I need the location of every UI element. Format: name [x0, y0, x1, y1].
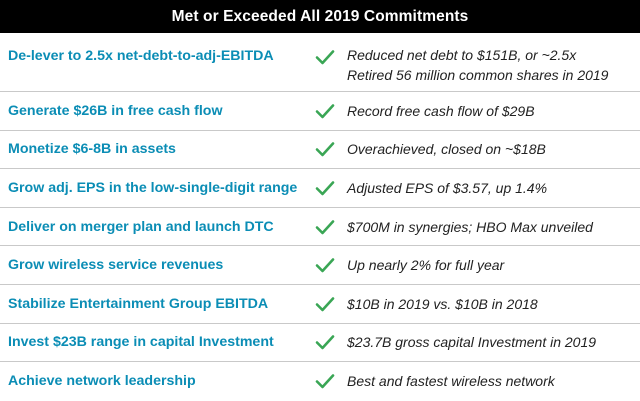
commitment-row: Grow wireless service revenues Up nearly …	[0, 246, 640, 285]
result-line: Adjusted EPS of $3.57, up 1.4%	[347, 179, 548, 196]
commitment-result: Record free cash flow of $29B	[347, 101, 535, 121]
commitment-row: Monetize $6-8B in assets Overachieved, cl…	[0, 131, 640, 170]
result-line: Best and fastest wireless network	[347, 373, 555, 390]
checkmark-icon	[315, 334, 335, 350]
commitment-goal: De-lever to 2.5x net-debt-to-adj-EBITDA	[8, 48, 274, 64]
commitment-row: De-lever to 2.5x net-debt-to-adj-EBITDA R…	[0, 39, 640, 92]
checkmark-icon	[315, 49, 335, 65]
commitment-row: Grow adj. EPS in the low-single-digit ra…	[0, 169, 640, 208]
checkmark-icon	[315, 141, 335, 157]
result-line: Up nearly 2% for full year	[347, 257, 505, 274]
checkmark-icon	[315, 296, 335, 312]
commitment-row: Generate $26B in free cash flow Record fr…	[0, 92, 640, 131]
checkmark-icon	[315, 103, 335, 119]
result-line: Retired 56 million common shares in 2019	[347, 67, 609, 83]
checkmark-icon	[315, 219, 335, 235]
result-line: Reduced net debt to $151B, or ~2.5x	[347, 47, 577, 63]
commitment-result: Up nearly 2% for full year	[347, 255, 504, 275]
commitment-result: Overachieved, closed on ~$18B	[347, 139, 546, 159]
commitment-result: Adjusted EPS of $3.57, up 1.4%	[347, 178, 547, 198]
commitment-goal: Achieve network leadership	[8, 373, 196, 390]
result-line: Overachieved, closed on ~$18B	[347, 141, 546, 158]
commitment-goal: Invest $23B range in capital Investment	[8, 334, 274, 351]
commitment-result: $10B in 2019 vs. $10B in 2018	[347, 294, 538, 314]
commitment-row: Achieve network leadership Best and faste…	[0, 362, 640, 401]
commitment-goal: Generate $26B in free cash flow	[8, 102, 223, 119]
checkmark-icon	[315, 180, 335, 196]
commitment-goal: Stabilize Entertainment Group EBITDA	[8, 295, 269, 312]
result-line: Record free cash flow of $29B	[347, 102, 535, 119]
commitment-goal: Deliver on merger plan and launch DTC	[8, 218, 274, 235]
commitment-row: Invest $23B range in capital Investment $…	[0, 324, 640, 363]
slide-title: Met or Exceeded All 2019 Commitments	[0, 0, 640, 33]
commitment-result: Reduced net debt to $151B, or ~2.5x Retir…	[347, 45, 608, 85]
result-line: $700M in synergies; HBO Max unveiled	[347, 218, 593, 235]
result-line: $23.7B gross capital Investment in 2019	[347, 334, 597, 351]
checkmark-icon	[315, 373, 335, 389]
commitments-table: De-lever to 2.5x net-debt-to-adj-EBITDA R…	[0, 39, 640, 401]
commitment-row: Deliver on merger plan and launch DTC $70…	[0, 208, 640, 247]
checkmark-icon	[315, 257, 335, 273]
commitment-result: Best and fastest wireless network	[347, 371, 555, 391]
commitment-result: $23.7B gross capital Investment in 2019	[347, 332, 596, 352]
commitment-goal: Grow adj. EPS in the low-single-digit ra…	[8, 179, 298, 196]
result-line: $10B in 2019 vs. $10B in 2018	[347, 295, 538, 312]
commitment-result: $700M in synergies; HBO Max unveiled	[347, 217, 593, 237]
commitment-goal: Grow wireless service revenues	[8, 257, 224, 274]
commitment-goal: Monetize $6-8B in assets	[8, 141, 176, 158]
commitment-row: Stabilize Entertainment Group EBITDA $10B…	[0, 285, 640, 324]
